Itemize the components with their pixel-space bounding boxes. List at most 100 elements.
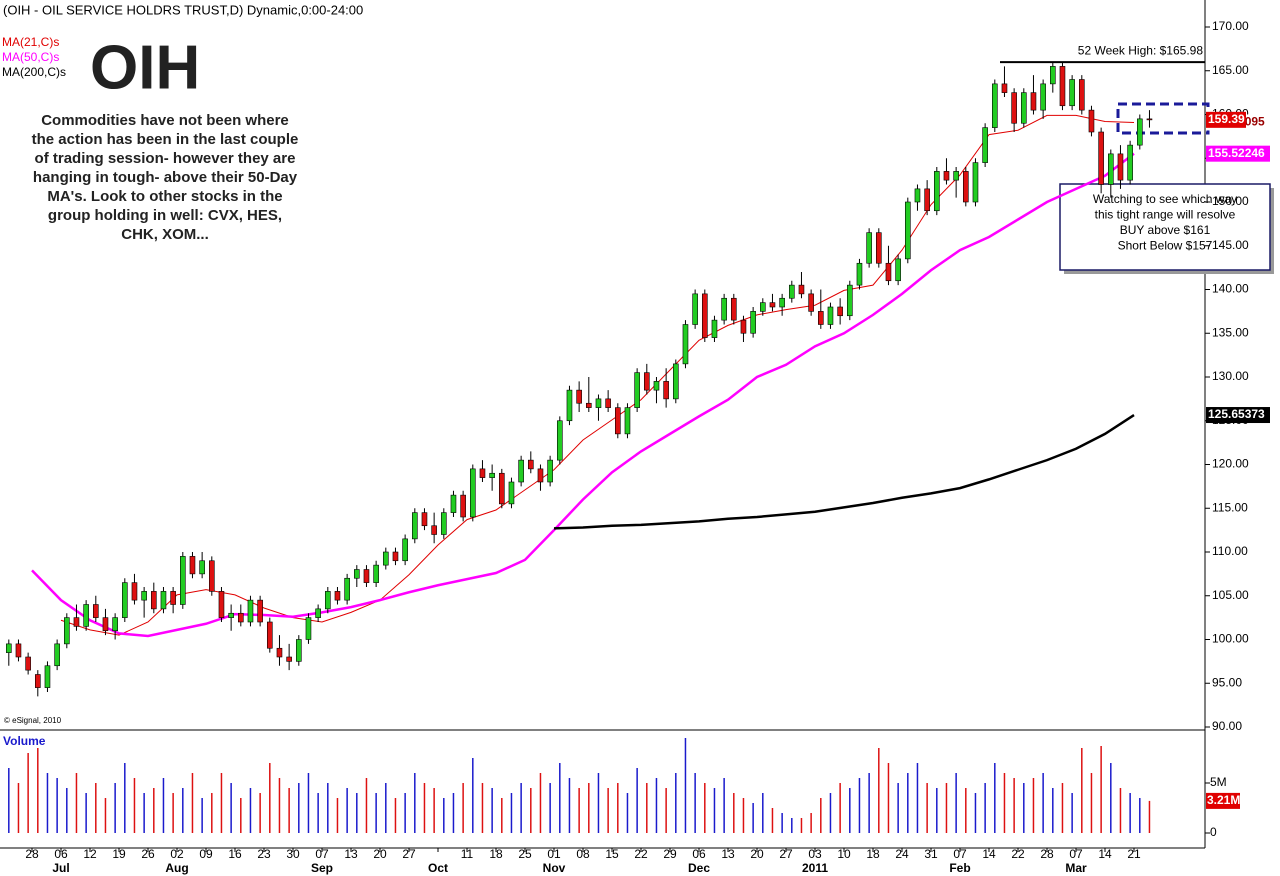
y-tick-label: 135.00 xyxy=(1212,325,1249,339)
candle-body xyxy=(605,398,611,408)
candle-body xyxy=(489,472,495,478)
candle-body xyxy=(218,591,225,618)
annotation-box xyxy=(1059,183,1271,271)
candle-body xyxy=(1117,153,1124,181)
candle-body xyxy=(411,512,418,540)
ma50-label: 155.52246 xyxy=(1208,146,1265,160)
month-label: Aug xyxy=(165,861,188,875)
candle-body xyxy=(421,512,428,527)
candle-body xyxy=(170,591,176,605)
ma200-label-box xyxy=(1206,407,1270,424)
candle-body xyxy=(972,162,979,203)
candle-body xyxy=(469,468,476,518)
candle-body xyxy=(344,577,350,601)
copyright: © eSignal, 2010 xyxy=(4,716,62,725)
annotation-line: Watching to see which way xyxy=(1093,192,1237,206)
candle-body xyxy=(122,582,128,618)
commentary-line: MA's. Look to other stocks in the xyxy=(47,188,282,205)
candle-body xyxy=(566,389,573,422)
candle-body xyxy=(595,398,602,408)
volume-title: Volume xyxy=(3,734,46,748)
month-label: Sep xyxy=(311,861,333,875)
candle-body xyxy=(1108,153,1114,185)
x-tick-label: 03 xyxy=(808,847,822,861)
x-tick-label: 06 xyxy=(54,847,68,861)
candle-body xyxy=(373,564,379,583)
x-tick-label: 18 xyxy=(489,847,503,861)
annotation-line: Short Below $157 xyxy=(1118,239,1213,253)
x-tick-label: 13 xyxy=(721,847,735,861)
month-label: Mar xyxy=(1065,861,1087,875)
x-tick-label: 28 xyxy=(25,847,39,861)
ma200-label: 125.65373 xyxy=(1208,407,1265,421)
candle-body xyxy=(508,481,515,505)
candle-body xyxy=(25,656,31,671)
candle-body xyxy=(305,617,312,640)
candle-body xyxy=(692,293,698,325)
legend-entry: MA(200,C)s xyxy=(2,65,66,79)
candle-body xyxy=(730,297,737,321)
candle-body xyxy=(547,459,553,483)
y-tick-label: 100.00 xyxy=(1212,632,1249,646)
candle-body xyxy=(238,612,244,623)
candle-body xyxy=(827,306,834,325)
candle-body xyxy=(295,639,302,662)
candle-body xyxy=(711,319,718,338)
x-tick-label: 10 xyxy=(837,847,851,861)
candle-body xyxy=(1001,83,1008,93)
close-label-box xyxy=(1206,111,1246,128)
ma-line xyxy=(553,413,1135,530)
y-tick-label: 130.00 xyxy=(1212,369,1249,383)
candle-body xyxy=(1030,92,1037,111)
x-tick-label: 13 xyxy=(344,847,358,861)
x-tick-label: 26 xyxy=(141,847,155,861)
candle-body xyxy=(315,608,321,618)
candle-body xyxy=(44,665,51,688)
commentary-line: the action has been in the last couple xyxy=(32,131,299,148)
month-label: Oct xyxy=(428,861,448,875)
candle-body xyxy=(740,319,747,334)
x-tick-label: 28 xyxy=(1040,847,1054,861)
x-tick-label: 27 xyxy=(779,847,793,861)
y-tick-label: 150.00 xyxy=(1212,194,1249,208)
commentary-line: of trading session- however they are xyxy=(35,150,296,167)
candle-body xyxy=(112,617,118,632)
x-tick-label: 14 xyxy=(982,847,996,861)
candle-body xyxy=(15,643,22,658)
candle-body xyxy=(904,201,911,260)
x-tick-label: 24 xyxy=(895,847,909,861)
candle-body xyxy=(402,538,408,562)
x-tick-label: 07 xyxy=(315,847,329,861)
x-tick-label: 23 xyxy=(257,847,271,861)
candle-body xyxy=(924,188,930,212)
candle-body xyxy=(64,617,70,645)
x-tick-label: 01 xyxy=(547,847,561,861)
y-tick-label: 105.00 xyxy=(1212,588,1249,602)
month-label: Dec xyxy=(688,861,710,875)
candle-body xyxy=(1069,79,1075,107)
symbol: OIH xyxy=(90,33,200,102)
commentary-line: hanging in tough- above their 50-Day xyxy=(33,169,298,186)
month-label: Nov xyxy=(543,861,566,875)
candle-body xyxy=(1050,66,1056,85)
x-tick-label: 22 xyxy=(634,847,648,861)
candle-body xyxy=(247,599,254,623)
x-tick-label: 06 xyxy=(692,847,706,861)
x-tick-label: 18 xyxy=(866,847,880,861)
x-tick-label: 07 xyxy=(953,847,967,861)
x-tick-label: 20 xyxy=(750,847,764,861)
x-tick-label: 30 xyxy=(286,847,300,861)
candle-body xyxy=(624,407,631,435)
annotation-line: this tight range will resolve xyxy=(1095,208,1236,222)
chart-title: (OIH - OIL SERVICE HOLDRS TRUST,D) Dynam… xyxy=(3,2,363,17)
candle-body xyxy=(817,311,824,325)
legend-entry: MA(50,C)s xyxy=(2,50,59,64)
candle-body xyxy=(750,311,756,334)
candle-body xyxy=(875,232,882,264)
candle-body xyxy=(527,459,534,470)
volume-label-box xyxy=(1206,792,1240,809)
candle-body xyxy=(54,643,60,667)
candle-body xyxy=(34,674,41,688)
candle-body xyxy=(440,512,447,535)
